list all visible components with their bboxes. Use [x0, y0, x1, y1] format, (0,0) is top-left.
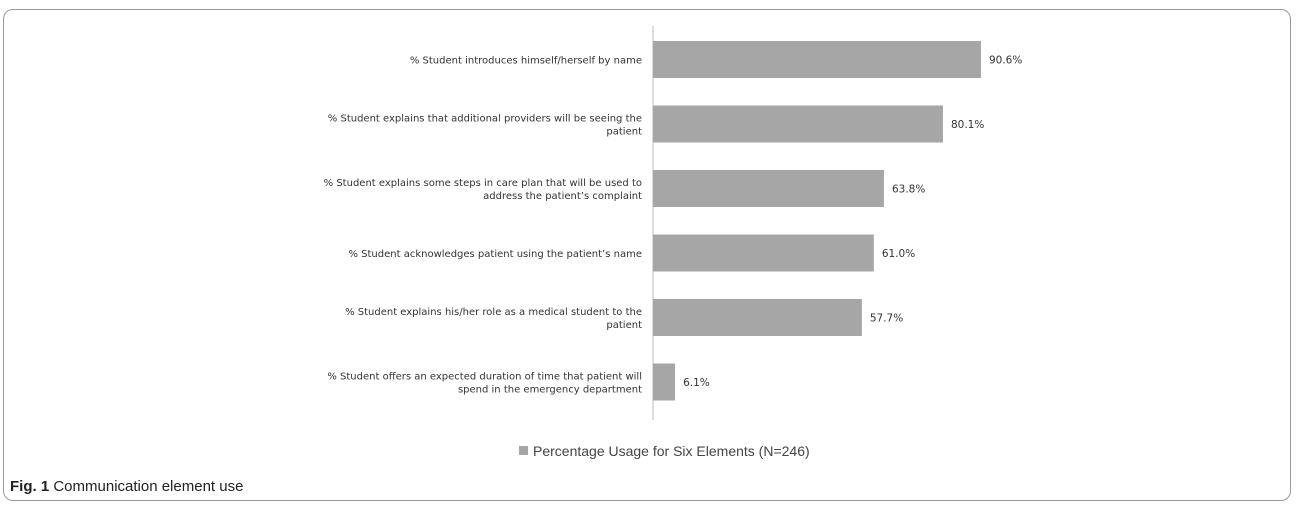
category-label-6-line-1: % Student offers an expected duration of… [327, 372, 642, 383]
legend: Percentage Usage for Six Elements (N=246… [519, 443, 810, 459]
bar-6 [653, 363, 676, 401]
bar-5 [653, 299, 862, 336]
category-label-2-line-1: % Student explains that additional provi… [328, 114, 642, 125]
figure-frame [3, 9, 1291, 501]
caption-text: Communication element use [49, 478, 244, 495]
value-label-6: 6.1% [683, 377, 710, 389]
value-label-4: 61.0% [882, 248, 915, 260]
figure-caption: Fig. 1 Communication element use [10, 478, 243, 495]
legend-label: Percentage Usage for Six Elements (N=246… [533, 443, 810, 459]
category-label-4: % Student acknowledges patient using the… [348, 249, 642, 260]
bars-group: 90.6% % Student introduces himself/hersel… [324, 41, 1022, 401]
category-label-1: % Student introduces himself/herself by … [410, 56, 642, 67]
category-label-5-line-2: patient [606, 320, 642, 331]
bar-2 [653, 105, 943, 143]
category-label-3-line-1: % Student explains some steps in care pl… [324, 178, 642, 189]
legend-swatch [519, 446, 528, 455]
bar-1 [653, 41, 981, 78]
value-label-2: 80.1% [951, 119, 984, 131]
caption-label: Fig. 1 [10, 478, 50, 495]
value-label-1: 90.6% [989, 55, 1022, 67]
bar-4 [653, 234, 874, 272]
value-label-5: 57.7% [870, 313, 903, 325]
bar-chart: 90.6% % Student introduces himself/hersel… [324, 26, 1022, 459]
category-label-2-line-2: patient [606, 127, 642, 138]
category-label-3-line-2: address the patient’s complaint [483, 191, 642, 202]
category-label-6-line-2: spend in the emergency department [458, 385, 642, 396]
category-label-5-line-1: % Student explains his/her role as a med… [345, 307, 642, 318]
value-label-3: 63.8% [892, 184, 925, 196]
bar-3 [653, 170, 884, 207]
